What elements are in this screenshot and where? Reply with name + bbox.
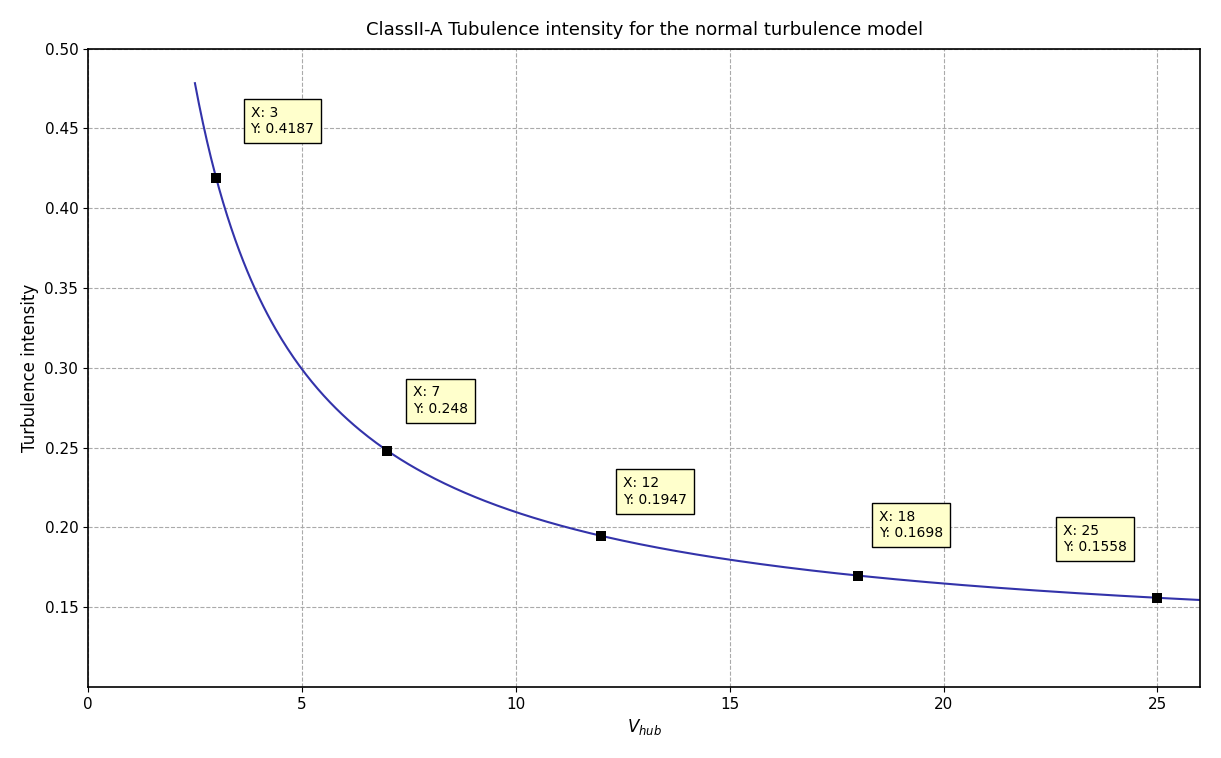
Point [591, 530, 610, 542]
Point [206, 172, 226, 184]
Point [1148, 592, 1167, 604]
Text: X: 3
Y: 0.4187: X: 3 Y: 0.4187 [250, 106, 315, 136]
Text: X: 25
Y: 0.1558: X: 25 Y: 0.1558 [1063, 525, 1127, 554]
Text: X: 18
Y: 0.1698: X: 18 Y: 0.1698 [879, 510, 944, 540]
Point [377, 445, 397, 457]
X-axis label: $V_{hub}$: $V_{hub}$ [626, 717, 662, 738]
Text: X: 7
Y: 0.248: X: 7 Y: 0.248 [413, 386, 468, 415]
Y-axis label: Turbulence intensity: Turbulence intensity [21, 283, 39, 452]
Point [849, 569, 868, 581]
Text: X: 12
Y: 0.1947: X: 12 Y: 0.1947 [623, 477, 686, 506]
Title: ClassII-A Tubulence intensity for the normal turbulence model: ClassII-A Tubulence intensity for the no… [365, 20, 923, 39]
